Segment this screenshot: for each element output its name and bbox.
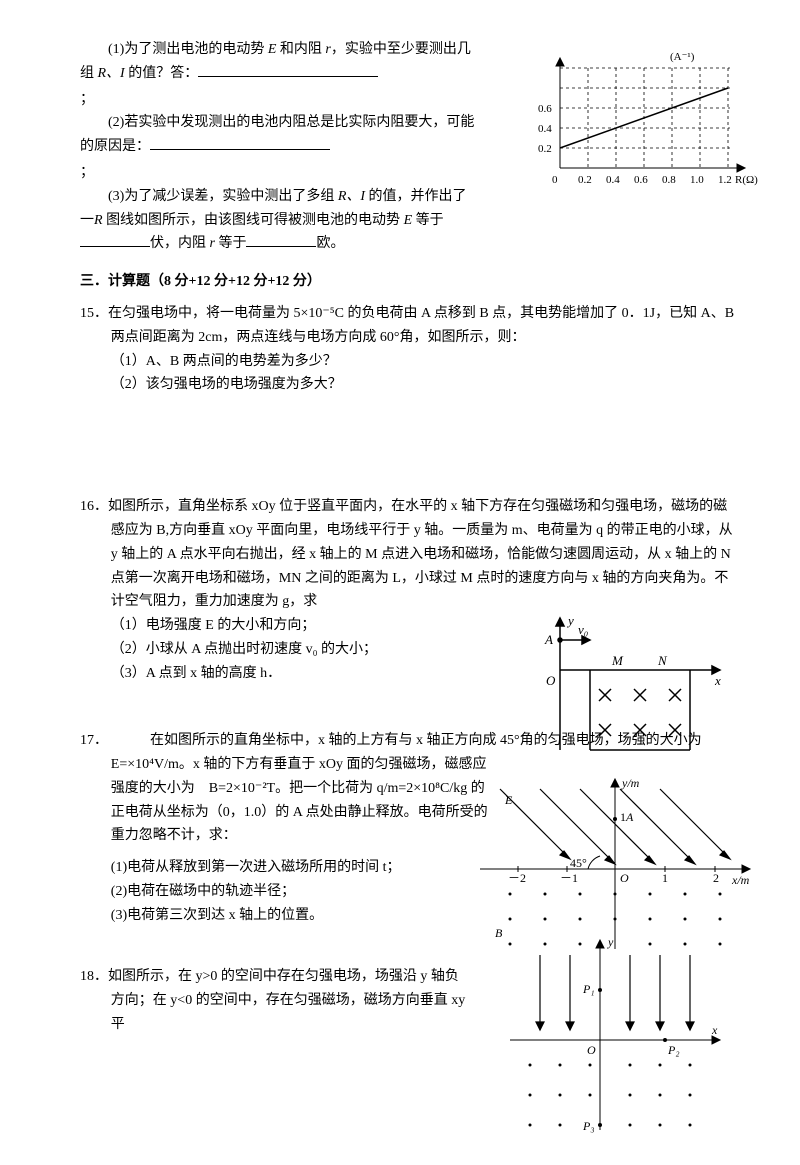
- svg-text:x: x: [714, 673, 721, 688]
- svg-text:0.4: 0.4: [606, 174, 620, 186]
- svg-text:1.2: 1.2: [718, 174, 732, 186]
- svg-text:v₀: v₀: [578, 622, 588, 637]
- svg-text:O: O: [620, 871, 629, 885]
- svg-text:P₁: P₁: [582, 982, 595, 996]
- svg-text:N: N: [657, 653, 668, 668]
- q18-body: 如图所示，在 y>0 的空间中存在匀强电场，场强沿 y 轴负方向；在 y<0 的…: [108, 969, 465, 1032]
- q16-body: 如图所示，直角坐标系 xOy 位于竖直平面内，在水平的 x 轴下方存在匀强磁场和…: [108, 499, 733, 609]
- q14-part2: (2)若实验中发现测出的电池内阻总是比实际内阻要大，可能的原因是：: [80, 111, 480, 159]
- question-16: 16．如图所示，直角坐标系 xOy 位于竖直平面内，在水平的 x 轴下方存在匀强…: [80, 495, 740, 705]
- q14-part1: (1)为了测出电池的电动势 E 和内阻 r，实验中至少要测出几组 R、I 的值？…: [80, 38, 480, 86]
- svg-text:P₃: P₃: [582, 1119, 595, 1133]
- svg-text:M: M: [611, 653, 624, 668]
- svg-text:45°: 45°: [570, 856, 587, 870]
- q15-num: 15．: [80, 306, 108, 321]
- question-14: (A⁻¹) R(Ω) 0.2 0.4 0.6 0.2 0.4 0.6 0.8 1…: [80, 38, 740, 256]
- svg-text:y/m: y/m: [621, 776, 640, 790]
- blank: [246, 232, 316, 247]
- svg-text:1.0: 1.0: [690, 174, 704, 186]
- svg-text:0.6: 0.6: [634, 174, 648, 186]
- svg-text:2: 2: [713, 871, 719, 885]
- q14-part3: (3)为了减少误差，实验中测出了多组 R、I 的值，并作出了一R 图线如图所示，…: [80, 185, 480, 256]
- svg-text:0: 0: [552, 174, 558, 186]
- blank: [198, 62, 378, 77]
- q17-body: E=×10⁴V/m。x 轴的下方有垂直于 xOy 面的匀强磁场，磁感应强度的大小…: [80, 753, 491, 848]
- q17-lead: 在如图所示的直角坐标中，x 轴的上方有与 x 轴正方向成 45°角的匀强电场，场…: [150, 733, 702, 748]
- figure-q14-graph: (A⁻¹) R(Ω) 0.2 0.4 0.6 0.2 0.4 0.6 0.8 1…: [530, 48, 760, 207]
- svg-text:y: y: [607, 935, 614, 949]
- svg-text:E: E: [504, 793, 513, 807]
- svg-text:0.6: 0.6: [538, 103, 552, 115]
- section-calc-title: 三．计算题（8 分+12 分+12 分+12 分）: [80, 270, 740, 294]
- question-15: 15．在匀强电场中，将一电荷量为 5×10⁻⁵C 的负电荷由 A 点移到 B 点…: [80, 302, 740, 397]
- svg-text:0.2: 0.2: [578, 174, 592, 186]
- q17-num: 17．: [80, 733, 108, 748]
- svg-text:1: 1: [662, 871, 668, 885]
- svg-text:－2: －2: [508, 871, 526, 885]
- q18-num: 18．: [80, 969, 108, 984]
- semicolon: ；: [80, 88, 480, 112]
- figure-q18: y x O P₁ P₂ P₃: [500, 930, 730, 1144]
- blank: [150, 135, 330, 150]
- xlabel: R(Ω): [735, 174, 758, 186]
- blank: [80, 232, 150, 247]
- q16-num: 16．: [80, 499, 108, 514]
- svg-text:x/m: x/m: [731, 873, 750, 887]
- svg-text:y: y: [566, 613, 574, 628]
- svg-text:O: O: [546, 673, 556, 688]
- svg-text:A: A: [625, 810, 634, 824]
- semicolon: ；: [80, 161, 480, 185]
- ylabel: (A⁻¹): [670, 51, 695, 63]
- svg-text:O: O: [587, 1043, 596, 1057]
- svg-text:A: A: [544, 632, 553, 647]
- q15-body: 在匀强电场中，将一电荷量为 5×10⁻⁵C 的负电荷由 A 点移到 B 点，其电…: [108, 306, 734, 345]
- question-17: 17． 在如图所示的直角坐标中，x 轴的上方有与 x 轴正方向成 45°角的匀强电…: [80, 729, 740, 949]
- svg-text:0.8: 0.8: [662, 174, 676, 186]
- svg-text:0.4: 0.4: [538, 123, 552, 135]
- svg-text:0.2: 0.2: [538, 143, 552, 155]
- svg-text:P₂: P₂: [667, 1043, 680, 1057]
- q15-sub1: （1）A、B 两点间的电势差为多少？: [80, 350, 740, 374]
- q15-sub2: （2）该匀强电场的电场强度为多大？: [80, 373, 740, 397]
- svg-text:x: x: [711, 1023, 718, 1037]
- svg-text:－1: －1: [560, 871, 578, 885]
- question-18: 18．如图所示，在 y>0 的空间中存在匀强电场，场强沿 y 轴负方向；在 y<…: [80, 965, 740, 1135]
- svg-text:1: 1: [620, 810, 626, 824]
